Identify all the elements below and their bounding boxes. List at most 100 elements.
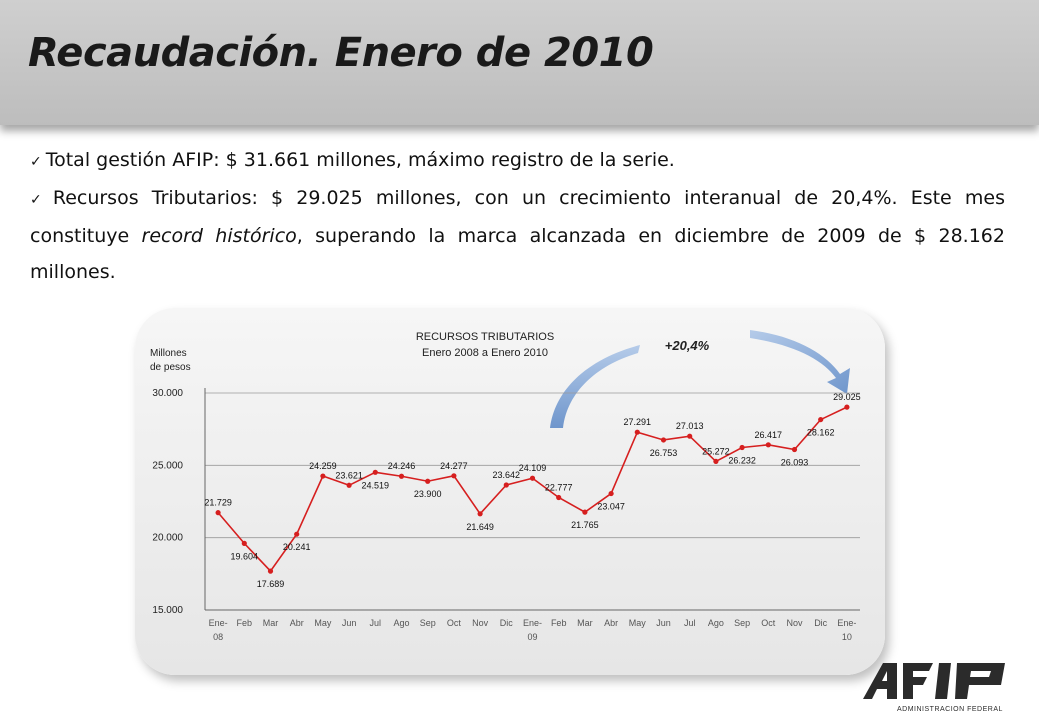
data-point	[294, 531, 300, 537]
data-point	[451, 473, 457, 479]
chart-grid	[205, 392, 860, 539]
growth-annotation: +20,4%	[665, 338, 710, 353]
x-tick-label: Jul	[684, 618, 696, 628]
y-axis-label-line2: de pesos	[150, 362, 191, 373]
data-point	[398, 473, 405, 479]
x-tick-label: Sep	[420, 618, 436, 628]
x-tick-label: Ago	[708, 618, 724, 628]
data-point	[503, 482, 509, 488]
bullet-recursos-tributarios: ✓ Recursos Tributarios: $ 29.025 millones…	[30, 180, 1005, 290]
y-tick-label: 25.000	[152, 460, 183, 471]
x-tick-label: Mar	[577, 618, 593, 628]
afip-logo-subtitle: ADMINISTRACION FEDERAL	[897, 706, 1003, 713]
data-point	[425, 478, 431, 484]
chart-axes: 15.000 20.000 25.000 30.000 Ene- 08 Feb Mar Abr M…	[152, 388, 860, 642]
chart-panel: RECURSOS TRIBUTARIOS Enero 2008 a Enero …	[135, 308, 885, 675]
x-tick-label: Mar	[263, 618, 279, 628]
arrow-right-icon	[750, 330, 850, 394]
data-point	[660, 437, 667, 443]
chart-title: RECURSOS TRIBUTARIOS	[416, 331, 554, 343]
x-tick-label: Abr	[290, 618, 304, 628]
data-point	[791, 446, 798, 453]
x-tick-label: Oct	[761, 618, 776, 628]
data-label: 25.272	[702, 446, 730, 456]
x-tick-label: Feb	[551, 618, 567, 628]
header-bar: Recaudación. Enero de 2010	[0, 0, 1039, 125]
data-point	[818, 416, 824, 423]
data-point	[241, 540, 247, 546]
x-tick-label: Jun	[656, 618, 671, 628]
check-icon: ✓	[30, 192, 49, 208]
x-tick-label: Sep	[734, 618, 750, 628]
data-point	[739, 444, 745, 451]
data-point	[477, 511, 483, 517]
bullet-recursos-text-pre: Recursos Tributarios: $ 29.025 millones,…	[30, 187, 1005, 247]
x-tick-label: Dic	[500, 618, 513, 628]
data-label: 24.259	[309, 461, 337, 471]
y-tick-label: 30.000	[152, 388, 183, 399]
x-tick-label: Abr	[604, 618, 618, 628]
data-label: 24.519	[362, 480, 390, 490]
data-label: 21.765	[571, 520, 599, 530]
bullet-total-afip: ✓ Total gestión AFIP: $ 31.661 millones, …	[30, 142, 1005, 180]
data-label: 23.642	[493, 470, 521, 480]
data-label: 26.417	[755, 430, 783, 440]
data-label: 28.162	[807, 428, 835, 438]
data-point	[346, 482, 352, 488]
chart-subtitle: Enero 2008 a Enero 2010	[422, 347, 548, 359]
data-label: 29.025	[833, 392, 861, 402]
x-tick-label: 10	[842, 632, 852, 642]
data-label: 24.109	[519, 463, 547, 473]
arrow-left-icon	[550, 345, 640, 428]
x-tick-label: Ene-	[837, 618, 856, 628]
x-tick-label: May	[314, 618, 332, 628]
data-label: 24.277	[440, 461, 468, 471]
x-tick-label: Jul	[370, 618, 382, 628]
data-label: 27.013	[676, 421, 704, 431]
x-tick-label: May	[629, 618, 647, 628]
data-point	[687, 433, 693, 439]
data-label: 21.649	[466, 522, 494, 532]
data-label: 26.753	[650, 448, 678, 458]
x-tick-label: Nov	[472, 618, 489, 628]
data-point	[713, 458, 719, 464]
data-label: 23.047	[597, 502, 625, 512]
x-tick-label: 08	[213, 632, 223, 642]
data-point	[372, 469, 378, 475]
data-label: 22.777	[545, 482, 573, 492]
data-label: 27.291	[624, 417, 652, 427]
bullet-total-afip-text: Total gestión AFIP: $ 31.661 millones, m…	[45, 149, 675, 171]
data-point	[582, 509, 588, 515]
data-point	[556, 494, 562, 501]
afip-logo-icon	[863, 663, 1005, 699]
data-point	[634, 429, 640, 435]
x-tick-label: Ene-	[523, 618, 542, 628]
data-label: 23.621	[335, 470, 363, 480]
y-tick-label: 15.000	[152, 605, 183, 616]
data-point	[529, 475, 536, 481]
x-tick-label: Ene-	[209, 618, 228, 628]
data-label: 20.241	[283, 542, 311, 552]
series-line	[217, 406, 848, 573]
data-point	[320, 473, 326, 479]
x-tick-label: Nov	[786, 618, 803, 628]
data-point	[267, 568, 274, 574]
data-point	[765, 442, 771, 448]
check-icon: ✓	[30, 154, 42, 170]
bullet-recursos-text-post: , superando la marca alcanzada en diciem…	[30, 225, 1005, 283]
x-tick-label: Oct	[447, 618, 462, 628]
chart-marks: 21.729 19.604 17.689 20.241 24.25923.62124.5…	[204, 392, 860, 589]
x-tick-label: Dic	[814, 618, 827, 628]
y-axis-label-line1: Millones	[150, 348, 187, 359]
data-label: 24.246	[388, 461, 416, 471]
recursos-tributarios-chart: RECURSOS TRIBUTARIOS Enero 2008 a Enero …	[150, 330, 861, 642]
data-point	[608, 490, 614, 497]
data-point	[844, 404, 850, 410]
data-label: 26.093	[781, 458, 809, 468]
afip-logo: ADMINISTRACION FEDERAL	[863, 663, 1005, 713]
bullet-recursos-text-em: record histórico	[141, 225, 297, 247]
x-tick-label: Jun	[342, 618, 357, 628]
data-label: 21.729	[204, 498, 232, 508]
data-label: 23.900	[414, 489, 442, 499]
page-title: Recaudación. Enero de 2010	[28, 30, 654, 76]
